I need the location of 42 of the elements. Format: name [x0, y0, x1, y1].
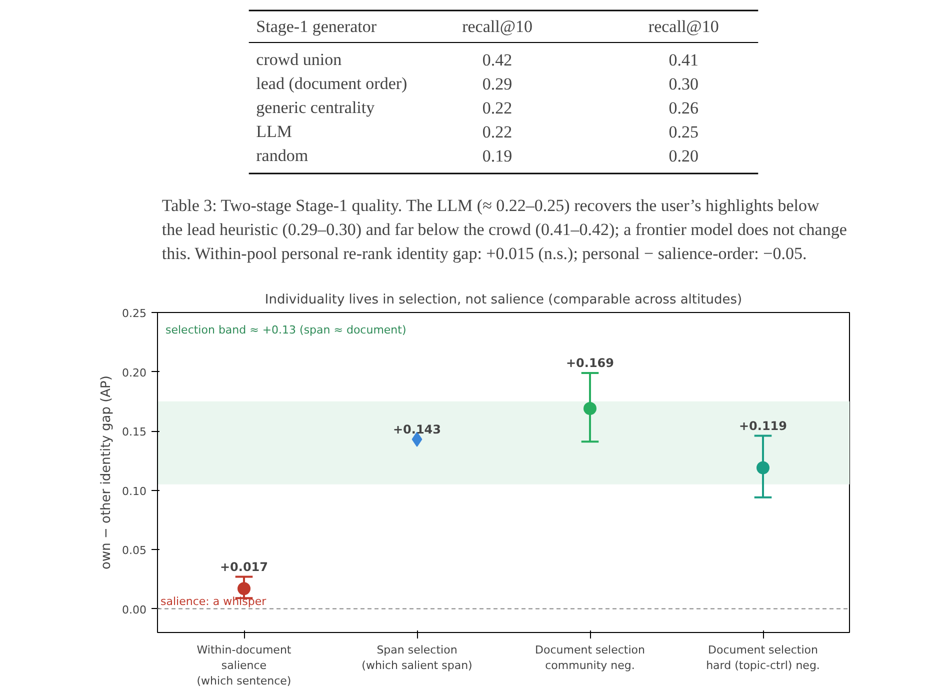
y-tick-label: 0.15: [122, 426, 147, 439]
category-label: recall@10: [462, 17, 532, 36]
text: 0.42: [482, 50, 512, 70]
point: [584, 402, 596, 415]
annotation: selection band ≈ +0.13 (span ≈ document): [166, 324, 406, 336]
text: the lead heuristic (0.29–0.30) and far below the crowd (0.41–0.42); a frontier model does not change: [162, 220, 847, 239]
text: 0.41: [668, 50, 698, 70]
data-label: +0.119: [738, 418, 788, 433]
category-label: generic centrality: [256, 98, 375, 117]
chart-title: Individuality lives in selection, not salience (comparable across altitudes): [264, 292, 742, 308]
text: 0.30: [668, 74, 698, 94]
data-label: +0.017: [220, 560, 268, 574]
text: 0.20: [668, 146, 698, 166]
y-tick-label: 0.05: [122, 544, 147, 558]
x-tick-label: Span selection (which salient span): [362, 644, 472, 672]
text: 0.22: [482, 98, 512, 118]
caption: Table 3: Two-stage Stage-1 quality. The LLM (≈ 0.22–0.25) recovers the user’s highlights below: [162, 196, 820, 215]
point: [756, 461, 770, 474]
y-tick-label: 0.00: [122, 603, 147, 616]
text: 0.22: [482, 122, 512, 142]
x-tick-label: Document selection community neg.: [535, 644, 645, 672]
category-label: LLM: [256, 122, 292, 141]
y-tick-label: 0.10: [122, 484, 147, 498]
category-label: Stage-1 generator: [256, 17, 377, 36]
y-tick-label: 0.25: [122, 307, 147, 320]
text: 0.25: [668, 122, 698, 142]
category-label: lead (document order): [256, 74, 408, 93]
text: this. Within-pool personal re-rank identity gap: +0.015 (n.s.); personal − salience-order: −0.05.: [162, 244, 807, 263]
category-label: crowd union: [256, 50, 342, 69]
category-label: random: [256, 146, 308, 165]
y-axis-title: own − other identity gap (AP): [99, 376, 114, 570]
x-tick-label: Within-document salience (which sentence): [196, 644, 292, 688]
text: 0.29: [482, 74, 512, 94]
data-label: +0.143: [392, 422, 442, 436]
text: 0.26: [668, 98, 698, 118]
point: [238, 582, 250, 596]
ref-line-label: salience: a whisper: [160, 594, 267, 608]
x-tick-label: Document selection hard (topic-ctrl) neg.: [706, 644, 820, 672]
text: 0.19: [482, 146, 512, 166]
y-tick-label: 0.20: [122, 366, 147, 380]
category-label: recall@10: [648, 17, 719, 36]
data-label: +0.169: [566, 356, 614, 370]
